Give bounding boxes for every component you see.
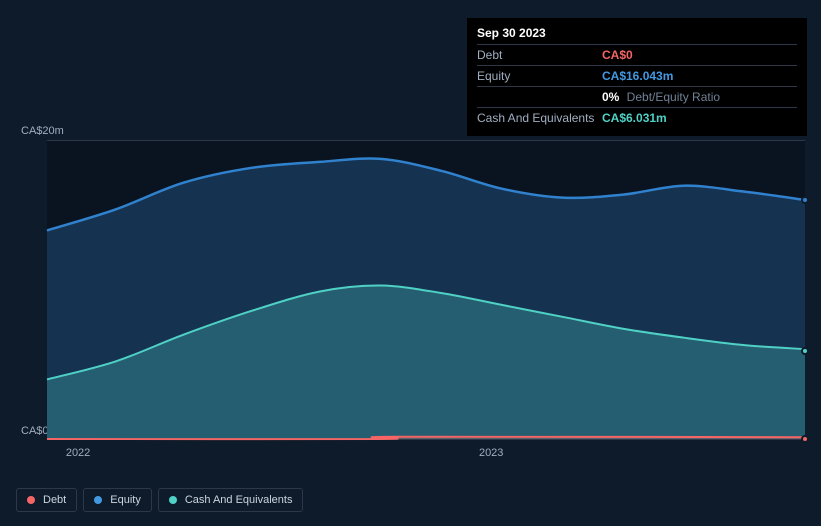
legend-swatch bbox=[94, 496, 102, 504]
tooltip-date: Sep 30 2023 bbox=[477, 24, 797, 45]
chart-legend: Debt Equity Cash And Equivalents bbox=[16, 488, 303, 512]
y-axis-label: CA$0 bbox=[21, 425, 49, 437]
legend-label: Equity bbox=[110, 494, 141, 506]
series-end-marker bbox=[801, 196, 809, 204]
tooltip-row-secondary: Debt/Equity Ratio bbox=[623, 90, 720, 104]
series-end-marker bbox=[801, 435, 809, 443]
tooltip-row-label: Cash And Equivalents bbox=[477, 111, 602, 125]
legend-swatch bbox=[27, 496, 35, 504]
legend-item-equity[interactable]: Equity bbox=[83, 488, 152, 512]
tooltip-row-value: CA$0 bbox=[602, 48, 633, 62]
tooltip-row: 0% Debt/Equity Ratio bbox=[477, 87, 797, 108]
tooltip-row-value: 0% Debt/Equity Ratio bbox=[602, 90, 720, 104]
legend-swatch bbox=[169, 496, 177, 504]
x-axis-label: 2023 bbox=[479, 447, 503, 459]
tooltip-row-label: Debt bbox=[477, 48, 602, 62]
tooltip-row: DebtCA$0 bbox=[477, 45, 797, 66]
legend-item-debt[interactable]: Debt bbox=[16, 488, 77, 512]
series-end-marker bbox=[801, 347, 809, 355]
y-axis-label: CA$20m bbox=[21, 125, 64, 137]
tooltip-row-value: CA$16.043m bbox=[602, 69, 673, 83]
tooltip-row: Cash And EquivalentsCA$6.031m bbox=[477, 108, 797, 128]
legend-label: Cash And Equivalents bbox=[185, 494, 293, 506]
plot-area[interactable] bbox=[47, 140, 805, 440]
chart-tooltip: Sep 30 2023 DebtCA$0EquityCA$16.043m0% D… bbox=[467, 18, 807, 136]
legend-label: Debt bbox=[43, 494, 66, 506]
x-axis-label: 2022 bbox=[66, 447, 90, 459]
tooltip-row-label bbox=[477, 90, 602, 104]
tooltip-row-value: CA$6.031m bbox=[602, 111, 667, 125]
tooltip-row-label: Equity bbox=[477, 69, 602, 83]
legend-item-cash-and-equivalents[interactable]: Cash And Equivalents bbox=[158, 488, 304, 512]
tooltip-row: EquityCA$16.043m bbox=[477, 66, 797, 87]
